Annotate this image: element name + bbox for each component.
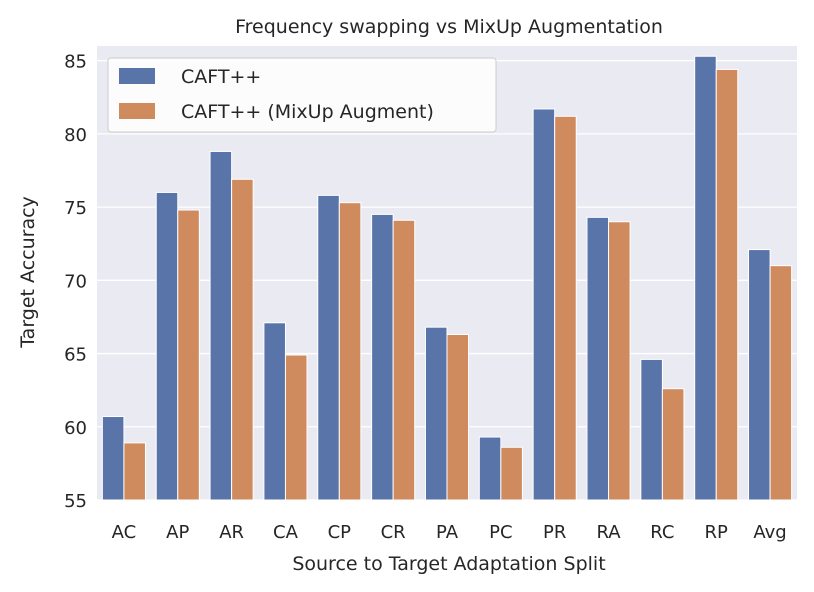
bar-cp-series-1 <box>338 202 362 501</box>
legend-swatch-caft <box>119 68 155 84</box>
bar-cr-series-1 <box>392 219 416 501</box>
bar-rc-series-1 <box>661 388 685 501</box>
bar-ap-series-1 <box>177 209 200 501</box>
x-tick-label: RA <box>596 522 621 543</box>
bar-ap-series-0 <box>155 191 179 501</box>
legend: CAFT++ CAFT++ (MixUp Augment) <box>107 57 497 133</box>
x-tick-label: RC <box>650 522 674 543</box>
x-tick-label: CR <box>381 522 406 543</box>
bar-pa-series-0 <box>424 326 448 501</box>
bar-ac-series-0 <box>101 416 125 501</box>
bar-rp-series-1 <box>715 68 739 501</box>
y-tick-label: 75 <box>64 198 87 219</box>
x-tick-label: Avg <box>753 522 786 543</box>
x-tick-label: AC <box>112 522 137 543</box>
bar-ca-series-1 <box>284 354 308 501</box>
bar-avg-series-0 <box>748 249 771 501</box>
bar-avg-series-1 <box>769 265 793 501</box>
bar-pr-series-0 <box>532 108 556 501</box>
y-tick-label: 85 <box>64 52 87 73</box>
y-tick-label: 55 <box>64 491 87 512</box>
bar-rc-series-0 <box>640 358 663 501</box>
legend-swatch-caft-mixup <box>119 103 155 119</box>
bar-cr-series-0 <box>371 213 394 501</box>
x-tick-label: AP <box>166 522 189 543</box>
bar-ar-series-0 <box>209 150 233 501</box>
bar-ca-series-0 <box>263 322 286 501</box>
y-tick-label: 65 <box>64 345 87 366</box>
legend-label-caft-mixup: CAFT++ (MixUp Augment) <box>181 101 434 123</box>
legend-frame <box>107 57 497 133</box>
y-tick-label: 70 <box>64 271 87 292</box>
bar-ac-series-1 <box>123 442 146 501</box>
bar-pc-series-0 <box>478 436 502 501</box>
x-tick-label: PC <box>489 522 512 543</box>
x-tick-label: CA <box>273 522 299 543</box>
x-tick-label: AR <box>219 522 244 543</box>
x-tick-label: CP <box>328 522 352 543</box>
chart-title: Frequency swapping vs MixUp Augmentation <box>235 16 663 38</box>
x-axis-ticks: AC AP AR CA CP CR PA PC PR RA RC RP Avg <box>112 522 787 543</box>
y-axis-ticks: 55 60 65 70 75 80 85 <box>64 52 87 512</box>
bar-ra-series-0 <box>586 216 610 501</box>
x-axis-label: Source to Target Adaptation Split <box>292 553 605 575</box>
bar-pa-series-1 <box>446 334 470 501</box>
y-tick-label: 80 <box>64 125 87 146</box>
x-tick-label: RP <box>705 522 729 543</box>
bar-cp-series-0 <box>317 194 340 501</box>
x-tick-label: PR <box>543 522 566 543</box>
bars <box>101 55 793 501</box>
y-tick-label: 60 <box>64 418 87 439</box>
bar-pc-series-1 <box>500 446 523 501</box>
bar-rp-series-0 <box>694 55 717 501</box>
legend-label-caft: CAFT++ <box>181 66 261 88</box>
bar-pr-series-1 <box>554 115 577 501</box>
x-tick-label: PA <box>436 522 459 543</box>
y-axis-label: Target Accuracy <box>17 196 39 349</box>
bar-ra-series-1 <box>608 221 631 501</box>
bar-ar-series-1 <box>231 178 254 501</box>
